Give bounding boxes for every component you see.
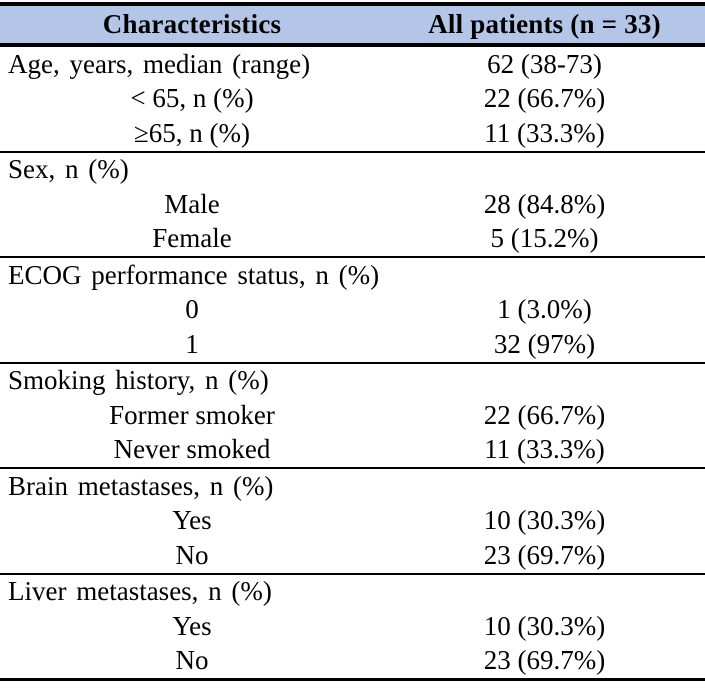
row-sublabel: Never smoked — [113, 434, 271, 465]
table-row: < 65, n (%) 22 (66.7%) — [0, 82, 705, 117]
table-row: Yes 10 (30.3%) — [0, 504, 705, 539]
table-row: No 23 (69.7%) — [0, 538, 705, 573]
row-value: 23 (69.7%) — [483, 645, 606, 676]
table-section: Sex, n (%) Male 28 (84.8%) Female 5 (15.2%) — [0, 153, 705, 258]
table-row: Former smoker 22 (66.7%) — [0, 398, 705, 433]
row-sublabel: Former smoker — [109, 399, 275, 430]
characteristics-table: Characteristics All patients (n = 33) Ag… — [0, 2, 705, 681]
row-value: 22 (66.7%) — [483, 399, 606, 430]
table-section: Smoking history, n (%) Former smoker 22 (6… — [0, 364, 705, 469]
header-characteristics: Characteristics — [102, 9, 282, 39]
row-section-label: Brain metastases, n (%) — [8, 470, 274, 501]
table-row: Smoking history, n (%) — [0, 364, 705, 399]
row-sublabel: Yes — [172, 610, 212, 641]
row-value: 62 (38-73) — [487, 48, 602, 79]
table-section: Age, years, median (range) 62 (38-73) < 65… — [0, 47, 705, 153]
table-row: Yes 10 (30.3%) — [0, 609, 705, 644]
table-row: Male 28 (84.8%) — [0, 187, 705, 222]
row-section-label: ECOG performance status, n (%) — [8, 259, 380, 290]
row-sublabel: < 65, n (%) — [130, 83, 254, 114]
table-header-row: Characteristics All patients (n = 33) — [0, 6, 705, 47]
table-section: ECOG performance status, n (%) 0 1 (3.0%) 1… — [0, 258, 705, 364]
table-row: ECOG performance status, n (%) — [0, 258, 705, 293]
row-sublabel: No — [175, 539, 209, 570]
table-row: Female 5 (15.2%) — [0, 222, 705, 257]
row-value: 10 (30.3%) — [483, 610, 606, 641]
table-section: Liver metastases, n (%) Yes 10 (30.3%) No 23… — [0, 575, 705, 679]
row-sublabel: No — [175, 645, 209, 676]
row-sublabel: 0 — [185, 294, 199, 325]
table-row: Age, years, median (range) 62 (38-73) — [0, 47, 705, 82]
row-value: 32 (97%) — [493, 328, 596, 359]
row-value: 5 (15.2%) — [490, 223, 599, 254]
row-value: 22 (66.7%) — [483, 83, 606, 114]
row-sublabel: 1 — [185, 328, 199, 359]
row-sublabel: ≥65, n (%) — [133, 117, 251, 148]
header-all-patients: All patients (n = 33) — [428, 9, 661, 39]
table-row: Liver metastases, n (%) — [0, 575, 705, 610]
row-value: 11 (33.3%) — [484, 434, 605, 465]
table-body: Age, years, median (range) 62 (38-73) < 65… — [0, 47, 705, 678]
row-value: 11 (33.3%) — [484, 117, 605, 148]
row-section-label: Sex, n (%) — [8, 154, 129, 185]
table-row: Never smoked 11 (33.3%) — [0, 433, 705, 468]
table-row: ≥65, n (%) 11 (33.3%) — [0, 116, 705, 151]
row-sublabel: Male — [164, 188, 220, 219]
row-sublabel: Yes — [172, 505, 212, 536]
row-section-label: Smoking history, n (%) — [8, 365, 269, 396]
row-section-label: Liver metastases, n (%) — [8, 576, 272, 607]
row-value: 10 (30.3%) — [483, 505, 606, 536]
table-row: No 23 (69.7%) — [0, 644, 705, 679]
table-section: Brain metastases, n (%) Yes 10 (30.3%) No 23… — [0, 469, 705, 575]
row-section-label: Age, years, median (range) — [8, 48, 311, 79]
row-value: 28 (84.8%) — [483, 188, 606, 219]
table-row: Sex, n (%) — [0, 153, 705, 188]
row-sublabel: Female — [152, 223, 232, 254]
row-value: 1 (3.0%) — [497, 294, 592, 325]
table-row: Brain metastases, n (%) — [0, 469, 705, 504]
row-value: 23 (69.7%) — [483, 539, 606, 570]
table-row: 0 1 (3.0%) — [0, 293, 705, 328]
table-row: 1 32 (97%) — [0, 327, 705, 362]
